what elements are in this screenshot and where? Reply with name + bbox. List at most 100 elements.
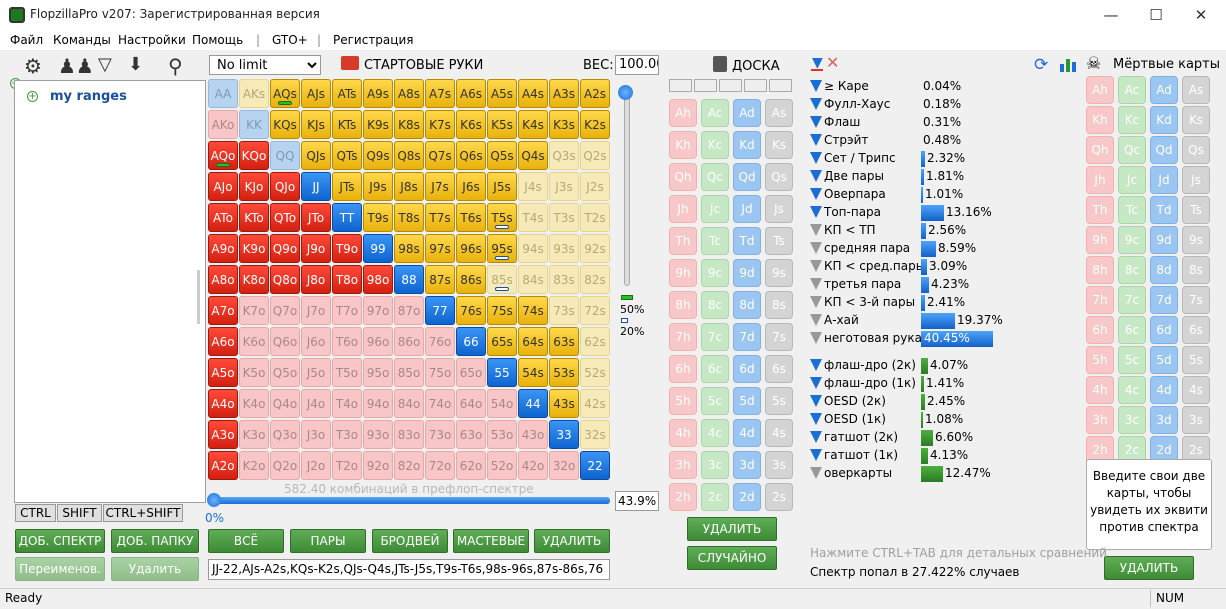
card-7d[interactable]: 7d (1150, 286, 1178, 314)
hand-cell[interactable]: 96s (456, 234, 486, 263)
hand-cell[interactable]: JJ (301, 172, 331, 201)
card-Ks[interactable]: Ks (765, 131, 793, 159)
card-3s[interactable]: 3s (765, 451, 793, 479)
card-3d[interactable]: 3d (1150, 406, 1178, 434)
card-Ac[interactable]: Ac (1118, 76, 1146, 104)
hand-cell[interactable]: A7s (425, 79, 455, 108)
stat-row[interactable]: гатшот (2к) 6.60% (810, 429, 1010, 447)
hand-cell[interactable]: K4s (518, 110, 548, 139)
hand-cell[interactable]: Q3s (549, 141, 579, 170)
hand-cell[interactable]: ATs (332, 79, 362, 108)
filter-arrow-icon[interactable] (810, 278, 822, 290)
card-4d[interactable]: 4d (733, 419, 761, 447)
card-3h[interactable]: 3h (1086, 406, 1114, 434)
search-icon[interactable]: ⚲ (168, 54, 183, 78)
filter-arrow-icon[interactable] (810, 359, 822, 371)
card-Ts[interactable]: Ts (765, 227, 793, 255)
card-Qs[interactable]: Qs (765, 163, 793, 191)
card-6c[interactable]: 6c (701, 355, 729, 383)
card-Ah[interactable]: Ah (1086, 76, 1114, 104)
hand-cell[interactable]: QJo (270, 172, 300, 201)
card-Kh[interactable]: Kh (669, 131, 697, 159)
card-Ad[interactable]: Ad (1150, 76, 1178, 104)
hand-cell[interactable]: Q7s (425, 141, 455, 170)
hand-cell[interactable]: K2o (239, 451, 269, 480)
hand-cell[interactable]: 32s (580, 420, 610, 449)
card-6d[interactable]: 6d (1150, 316, 1178, 344)
hand-cell[interactable]: K8s (394, 110, 424, 139)
hand-cell[interactable]: 52s (580, 358, 610, 387)
stat-row[interactable]: Фулл-Хаус 0.18% (810, 96, 1010, 114)
hand-cell[interactable]: 85s (487, 265, 517, 294)
card-9d[interactable]: 9d (733, 259, 761, 287)
stat-row[interactable]: Топ-пара 13.16% (810, 204, 1010, 222)
card-3s[interactable]: 3s (1182, 406, 1210, 434)
hand-cell[interactable]: J2s (580, 172, 610, 201)
tab-shift[interactable]: SHIFT (57, 504, 102, 522)
delete-range-button[interactable]: Удалить (111, 557, 199, 581)
hand-cell[interactable]: A4s (518, 79, 548, 108)
weight-input[interactable]: 100.00 (615, 55, 659, 75)
tab-ctrl[interactable]: CTRL (15, 504, 56, 522)
hand-cell[interactable]: AQo (208, 141, 238, 170)
hand-cell[interactable]: A4o (208, 389, 238, 418)
card-Js[interactable]: Js (1182, 166, 1210, 194)
hand-cell[interactable]: J3o (301, 420, 331, 449)
hand-cell[interactable]: 53o (487, 420, 517, 449)
stat-row[interactable]: Оверпара 1.01% (810, 186, 1010, 204)
stat-row[interactable]: OESD (2к) 2.45% (810, 393, 1010, 411)
filter-arrow-icon[interactable] (810, 260, 822, 272)
stat-row[interactable]: Сет / Трипс 2.32% (810, 150, 1010, 168)
filter-arrow-icon[interactable] (810, 449, 822, 461)
menu-help[interactable]: Помощь (192, 33, 244, 47)
hand-cell[interactable]: 55 (487, 358, 517, 387)
hand-cell[interactable]: T4o (332, 389, 362, 418)
card-Jh[interactable]: Jh (1086, 166, 1114, 194)
card-8d[interactable]: 8d (733, 291, 761, 319)
hand-cell[interactable]: A6s (456, 79, 486, 108)
hand-cell[interactable]: 44 (518, 389, 548, 418)
hand-cell[interactable]: 65o (456, 358, 486, 387)
hand-cell[interactable]: K5s (487, 110, 517, 139)
hand-cell[interactable]: 74s (518, 296, 548, 325)
hand-cell[interactable]: 94s (518, 234, 548, 263)
hand-cell[interactable]: A5s (487, 79, 517, 108)
board-random-button[interactable]: СЛУЧАЙНО (687, 546, 777, 570)
hand-cell[interactable]: Q5o (270, 358, 300, 387)
card-Jc[interactable]: Jc (1118, 166, 1146, 194)
hand-cell[interactable]: 66 (456, 327, 486, 356)
hand-cell[interactable]: 43o (518, 420, 548, 449)
hand-cell[interactable]: AQs (270, 79, 300, 108)
hand-cell[interactable]: KJs (301, 110, 331, 139)
hand-cell[interactable]: AJo (208, 172, 238, 201)
card-8s[interactable]: 8s (1182, 256, 1210, 284)
hand-cell[interactable]: 92o (363, 451, 393, 480)
import-icon[interactable]: ⬇ (128, 54, 144, 75)
stat-row[interactable]: Две пары 1.81% (810, 168, 1010, 186)
hand-cell[interactable]: J6o (301, 327, 331, 356)
card-6s[interactable]: 6s (765, 355, 793, 383)
hand-cell[interactable]: Q6s (456, 141, 486, 170)
card-3c[interactable]: 3c (701, 451, 729, 479)
hand-cell[interactable]: T9s (363, 203, 393, 232)
hand-cell[interactable]: 92s (580, 234, 610, 263)
hand-cell[interactable]: 93o (363, 420, 393, 449)
card-2d[interactable]: 2d (733, 483, 761, 511)
card-2h[interactable]: 2h (669, 483, 697, 511)
card-Jh[interactable]: Jh (669, 195, 697, 223)
hand-cell[interactable]: KQs (270, 110, 300, 139)
hand-cell[interactable]: 87s (425, 265, 455, 294)
hand-cell[interactable]: JTo (301, 203, 331, 232)
rename-button[interactable]: Переименов. (15, 557, 105, 581)
stat-row[interactable]: флаш-дро (1к) 1.41% (810, 375, 1010, 393)
board-slot[interactable] (719, 79, 742, 92)
filter-arrow-icon[interactable] (810, 188, 822, 200)
hand-cell[interactable]: T5s (487, 203, 517, 232)
card-Qc[interactable]: Qc (701, 163, 729, 191)
hand-cell[interactable]: J7o (301, 296, 331, 325)
card-Th[interactable]: Th (1086, 196, 1114, 224)
hand-cell[interactable]: 76o (425, 327, 455, 356)
card-Th[interactable]: Th (669, 227, 697, 255)
hand-cell[interactable]: 84s (518, 265, 548, 294)
card-8h[interactable]: 8h (1086, 256, 1114, 284)
